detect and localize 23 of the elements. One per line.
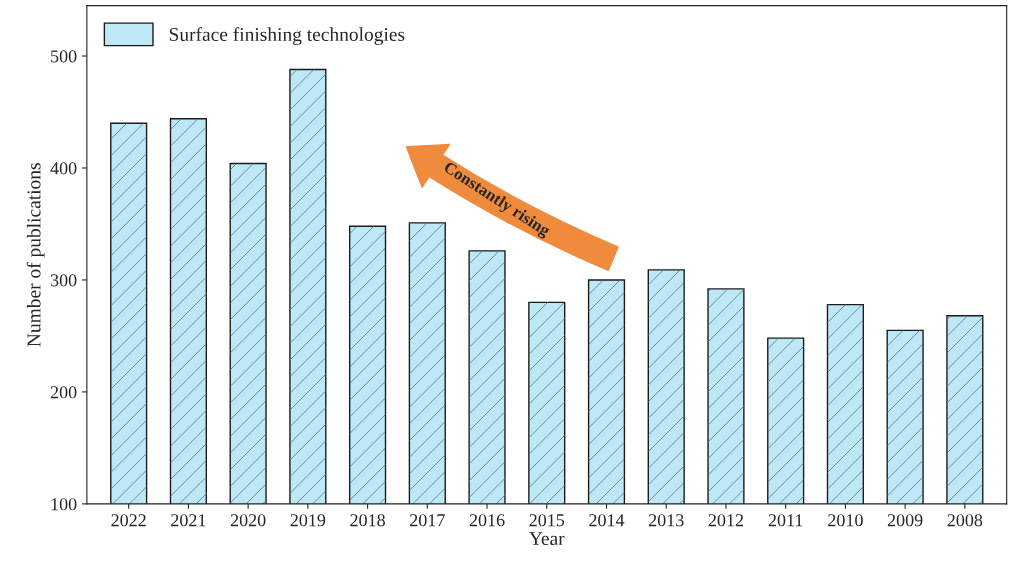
x-axis-title: Year	[529, 532, 565, 546]
x-tick-label: 2020	[230, 514, 266, 527]
x-tick-label: 2022	[111, 514, 146, 527]
y-tick-label: 100	[51, 498, 77, 511]
legend-label: Surface finishing technologies	[169, 27, 405, 46]
x-tick-label: 2018	[350, 514, 385, 527]
y-tick-label: 200	[50, 386, 77, 399]
x-tick-label: 2019	[290, 514, 326, 527]
x-tick-label: 2021	[171, 514, 206, 527]
x-tick-label: 2009	[887, 514, 923, 527]
x-tick-label: 2017	[410, 514, 445, 527]
y-tick-label: 300	[50, 274, 77, 287]
x-tick-label: 2010	[828, 514, 863, 527]
x-tick-label: 2012	[708, 514, 744, 527]
x-tick-label: 2015	[529, 514, 565, 527]
x-tick-label: 2008	[947, 514, 983, 527]
x-tick-label: 2016	[469, 514, 505, 527]
y-axis-title: Number of publications	[26, 163, 45, 347]
x-tick-label: 2011	[768, 514, 803, 527]
y-tick-label: 400	[50, 162, 77, 175]
x-tick-label: 2014	[589, 514, 625, 527]
y-tick-label: 500	[51, 50, 77, 63]
x-tick-label: 2013	[648, 514, 684, 527]
